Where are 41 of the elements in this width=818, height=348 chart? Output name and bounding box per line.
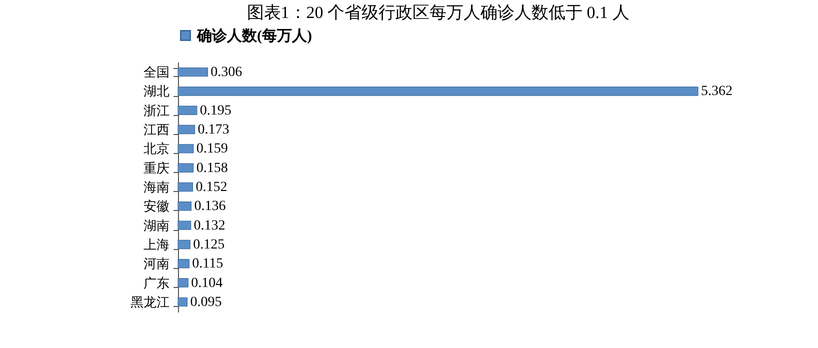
bar	[178, 67, 208, 77]
data-label: 0.159	[196, 142, 228, 157]
data-label: 0.115	[192, 256, 224, 272]
chart-title: 图表1：20 个省级行政区每万人确诊人数低于 0.1 人	[246, 3, 630, 22]
bar	[178, 124, 196, 134]
bar	[178, 202, 192, 211]
bar	[178, 220, 192, 230]
y-tick-label: 广东	[144, 275, 170, 290]
y-tick-label: 湖南	[144, 218, 170, 233]
bar	[178, 106, 198, 115]
y-tick-label: 江西	[144, 122, 170, 138]
y-tick-label: 北京	[144, 141, 170, 156]
y-tick-label: 上海	[144, 236, 170, 252]
data-label: 0.306	[210, 65, 242, 80]
bar	[178, 240, 190, 250]
y-tick-label: 河南	[144, 256, 170, 272]
bar	[178, 297, 188, 307]
y-tick-label: 海南	[144, 180, 170, 194]
y-tick-label: 湖北	[144, 84, 170, 99]
data-label: 0.158	[196, 160, 228, 176]
data-label: 0.104	[191, 276, 223, 291]
bar	[178, 86, 698, 96]
data-label: 0.195	[200, 103, 232, 118]
bar	[178, 259, 190, 268]
bar	[178, 144, 194, 154]
y-tick-label: 浙江	[144, 102, 170, 118]
data-label: 0.152	[196, 180, 228, 195]
data-label: 0.173	[198, 122, 230, 138]
bar	[178, 278, 188, 288]
data-label: 0.132	[194, 218, 226, 234]
legend-label: 确诊人数(每万人)	[196, 28, 312, 44]
y-tick-label: 重庆	[144, 160, 170, 176]
bar	[178, 182, 194, 192]
y-tick-label: 黑龙江	[130, 294, 170, 310]
bar	[178, 163, 194, 172]
data-label: 0.125	[193, 237, 225, 252]
y-tick-label: 安徽	[144, 198, 170, 214]
data-label: 0.136	[194, 199, 226, 214]
y-tick-label: 全国	[144, 64, 170, 80]
data-label: 0.095	[190, 294, 222, 310]
data-label: 5.362	[701, 84, 732, 100]
